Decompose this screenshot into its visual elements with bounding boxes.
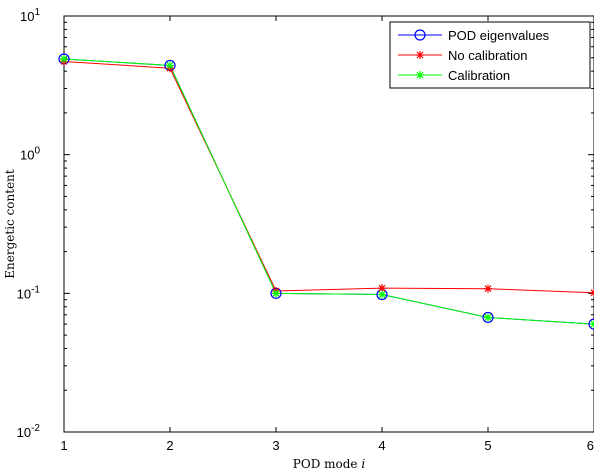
series-lines: [63, 58, 594, 325]
data-point-pod-eigenvalues: [588, 318, 594, 330]
y-tick-label: 10-2: [17, 423, 41, 440]
data-point-pod-eigenvalues: [482, 311, 494, 324]
data-point-calibration: [484, 313, 492, 322]
data-point-no-calibration: [484, 284, 492, 293]
data-point-calibration: [60, 54, 68, 63]
x-tick-label: 5: [484, 438, 491, 453]
x-tick-label: 1: [60, 438, 67, 453]
x-tick-label: 2: [166, 438, 173, 453]
tick-labels: 1 2 3 4 5 6 10-2 10-1 100 101: [17, 7, 594, 453]
x-axis-label: POD mode i: [293, 457, 366, 471]
data-point-no-calibration: [590, 288, 594, 297]
y-tick-label: 100: [20, 146, 40, 163]
series-line-no-calibration: [63, 60, 594, 294]
data-point-calibration: [272, 289, 280, 298]
y-tick-label: 101: [20, 7, 40, 24]
x-tick-label: 4: [378, 438, 385, 453]
data-point-calibration: [590, 320, 594, 329]
legend-label-calibration: Calibration: [448, 68, 510, 83]
data-point-calibration: [166, 61, 174, 70]
series-line-calibration: [63, 58, 594, 325]
data-point-calibration: [378, 290, 386, 299]
x-tick-label: 3: [272, 438, 279, 453]
series-markers: [58, 53, 594, 330]
legend-label-pod-eigenvalues: POD eigenvalues: [448, 28, 550, 43]
y-tick-label: 10-1: [17, 284, 41, 301]
legend: POD eigenvalues No calibration Calibration: [389, 21, 591, 89]
x-tick-label: 6: [587, 438, 594, 453]
legend-marker-no-calibration: [416, 51, 424, 59]
legend-label-no-calibration: No calibration: [448, 48, 528, 63]
y-axis-label: Energetic content: [3, 169, 17, 279]
legend-marker-calibration: [416, 71, 424, 79]
legend-marker-pod-eigenvalues: [414, 29, 426, 41]
